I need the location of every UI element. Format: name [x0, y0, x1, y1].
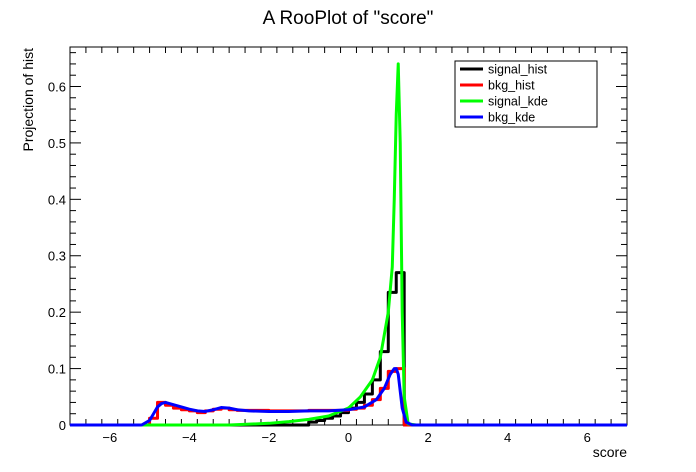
y-tick-label: 0.6: [48, 79, 66, 94]
series-line-bkg-kde: [70, 367, 627, 427]
x-tick-label: −6: [102, 430, 117, 445]
x-tick-label: 6: [584, 430, 591, 445]
legend-label-bkg-kde: bkg_kde: [488, 111, 535, 125]
x-tick-label: −4: [182, 430, 197, 445]
chart-title: A RooPlot of "score": [263, 8, 434, 29]
x-axis-label: score: [593, 444, 627, 460]
x-tick-label: −2: [262, 430, 277, 445]
legend-label-signal-kde: signal_kde: [488, 95, 548, 109]
series-line-signal-hist: [70, 271, 627, 427]
y-tick-label: 0: [59, 418, 66, 433]
y-axis-label: Projection of hist: [20, 48, 36, 152]
x-tick-label: 2: [424, 430, 431, 445]
plot-frame-box: [69, 46, 628, 426]
axis-ticks: −6 −4 −2 0 2 4 6 0 0.1 0.2 0.3 0.4 0.5 0.6: [48, 47, 628, 445]
series-line-signal-kde: [70, 62, 627, 427]
x-tick-label: 4: [504, 430, 511, 445]
y-tick-label: 0.4: [48, 192, 66, 207]
data-series: [70, 62, 627, 427]
legend-label-bkg-hist: bkg_hist: [488, 79, 535, 93]
legend-label-signal-hist: signal_hist: [488, 63, 548, 77]
y-tick-label: 0.3: [48, 249, 66, 264]
plot-frame: [69, 46, 628, 426]
y-tick-label: 0.1: [48, 362, 66, 377]
y-tick-label: 0.2: [48, 305, 66, 320]
x-tick-label: 0: [345, 430, 352, 445]
legend: signal_hist bkg_hist signal_kde bkg_kde: [454, 60, 598, 128]
y-tick-label: 0.5: [48, 136, 66, 151]
